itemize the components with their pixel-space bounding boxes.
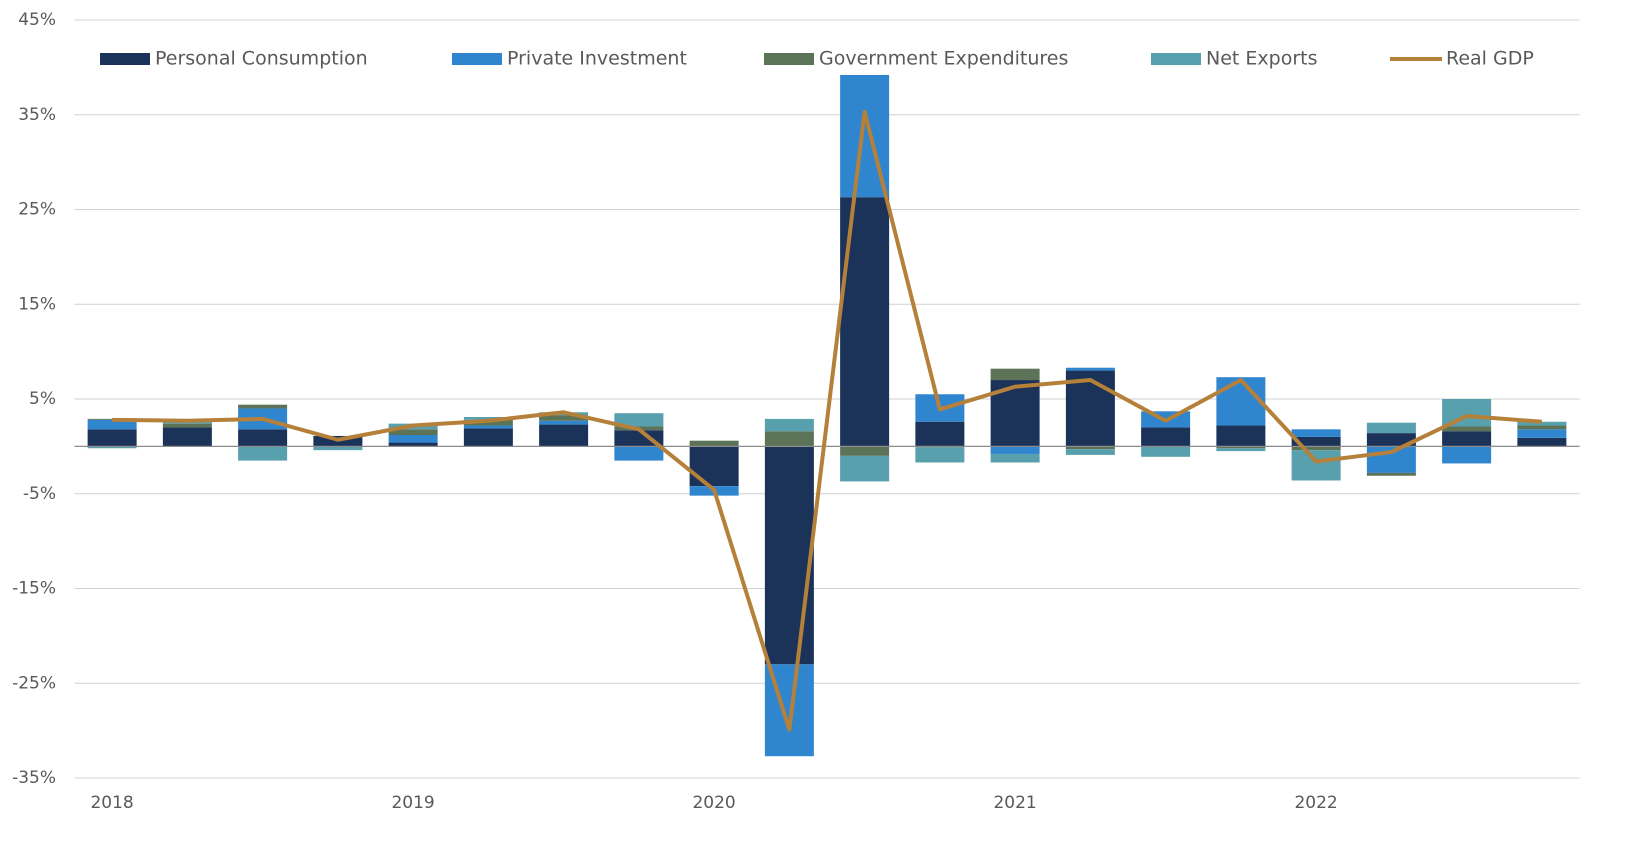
bar-segment	[388, 435, 438, 443]
bar-segment	[764, 431, 814, 447]
bar-segment	[388, 442, 438, 447]
bar-segment	[1366, 472, 1416, 476]
bar-segment	[1065, 446, 1115, 450]
line-series	[112, 109, 1543, 732]
bar-segment	[87, 446, 137, 449]
bar-segment	[840, 446, 890, 456]
bar-segment	[1517, 425, 1567, 430]
bar-segment	[87, 418, 137, 420]
bar-segment	[1216, 377, 1266, 426]
bar-segment	[614, 430, 664, 447]
bar-segment	[1517, 437, 1567, 447]
legend-swatch	[764, 53, 814, 65]
bar-segment	[1517, 429, 1567, 438]
y-tick-label: -25%	[12, 673, 56, 693]
x-tick-label: 2018	[90, 793, 133, 813]
x-tick-label: 2021	[993, 793, 1036, 813]
bar-segment	[238, 404, 288, 409]
bar-segment	[840, 455, 890, 482]
bar-segment	[1216, 425, 1266, 447]
bar-segment	[1065, 367, 1115, 371]
y-tick-label: -15%	[12, 579, 56, 599]
bar-segment	[162, 423, 212, 428]
bar-segment	[764, 446, 814, 665]
bar-segment	[87, 429, 137, 447]
legend-swatch	[100, 53, 150, 65]
bar-segment	[1291, 429, 1341, 437]
bar-segment	[1366, 422, 1416, 434]
bar-segment	[1216, 448, 1266, 452]
x-tick-label: 2019	[391, 793, 434, 813]
bar-segment	[1141, 427, 1191, 447]
bar-segment	[990, 368, 1040, 381]
bar-segment	[840, 197, 890, 447]
x-tick-label: 2020	[692, 793, 735, 813]
y-tick-label: 5%	[29, 389, 56, 409]
y-tick-label: 35%	[18, 105, 56, 125]
y-tick-label: -35%	[12, 768, 56, 788]
y-tick-label: 15%	[18, 294, 56, 314]
bar-segment	[990, 453, 1040, 463]
legend-swatch	[1151, 53, 1201, 65]
legend-label: Real GDP	[1446, 48, 1534, 70]
bar-segment	[1065, 449, 1115, 455]
legend-swatch	[452, 53, 502, 65]
bar-segment	[1366, 433, 1416, 447]
bar-segment	[539, 415, 589, 421]
x-tick-label: 2022	[1294, 793, 1337, 813]
bar-segment	[1517, 421, 1567, 426]
legend-label: Net Exports	[1206, 48, 1318, 70]
legend-label: Government Expenditures	[819, 48, 1068, 70]
bar-segment	[238, 446, 288, 461]
bar-segment	[1141, 446, 1191, 457]
y-tick-label: 45%	[18, 10, 56, 30]
bar-segment	[313, 446, 363, 451]
bar-segment	[1216, 446, 1266, 449]
bar-segment	[1442, 426, 1492, 432]
bar-segment	[1291, 450, 1341, 481]
bar-segment	[1291, 446, 1341, 451]
legend-label: Personal Consumption	[155, 48, 368, 70]
bar-segment	[463, 425, 513, 429]
bar-segment	[990, 446, 1040, 454]
bar-segment	[1442, 446, 1492, 464]
bar-segment	[614, 413, 664, 427]
bar-segment	[463, 428, 513, 447]
bar-segment	[87, 419, 137, 430]
bar-segment	[539, 420, 589, 425]
bar-segment	[764, 418, 814, 432]
bar-segment	[162, 427, 212, 447]
bar-segment	[238, 429, 288, 447]
bar-segment	[1442, 431, 1492, 447]
y-tick-label: 25%	[18, 200, 56, 220]
legend-label: Private Investment	[507, 48, 687, 70]
y-tick-label: -5%	[23, 484, 56, 504]
bar-segment	[1291, 436, 1341, 447]
bar-segment	[689, 440, 739, 447]
bar-segment	[689, 446, 739, 487]
bar-segment	[614, 446, 664, 461]
bar-segment	[388, 429, 438, 436]
bar-segment	[915, 421, 965, 447]
bar-segment	[463, 417, 513, 420]
bar-segment	[915, 447, 965, 463]
bar-segment	[539, 424, 589, 447]
